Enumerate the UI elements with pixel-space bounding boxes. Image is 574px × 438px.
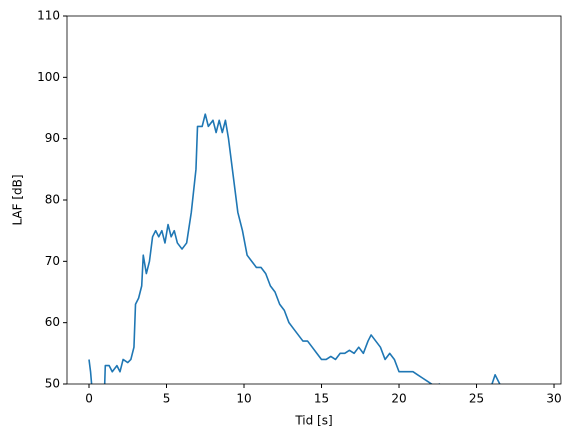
x-tick-label: 15 [314,392,329,406]
y-tick-label: 90 [45,131,60,145]
y-tick-label: 110 [37,9,60,23]
y-tick-label: 70 [45,254,60,268]
plot-frame [66,15,562,385]
y-tick-label: 80 [45,193,60,207]
x-tick-label: 0 [85,392,93,406]
x-axis-label: Tid [s] [294,414,332,428]
x-tick-label: 25 [469,392,484,406]
x-tick-label: 20 [391,392,406,406]
x-tick-label: 30 [546,392,561,406]
y-tick-label: 100 [37,70,60,84]
y-tick-label: 60 [45,315,60,329]
x-tick-label: 5 [163,392,171,406]
line [88,113,501,384]
y-axis-label: LAF [dB] [11,174,25,225]
y-tick-label: 50 [45,377,60,391]
x-tick-label: 10 [236,392,251,406]
